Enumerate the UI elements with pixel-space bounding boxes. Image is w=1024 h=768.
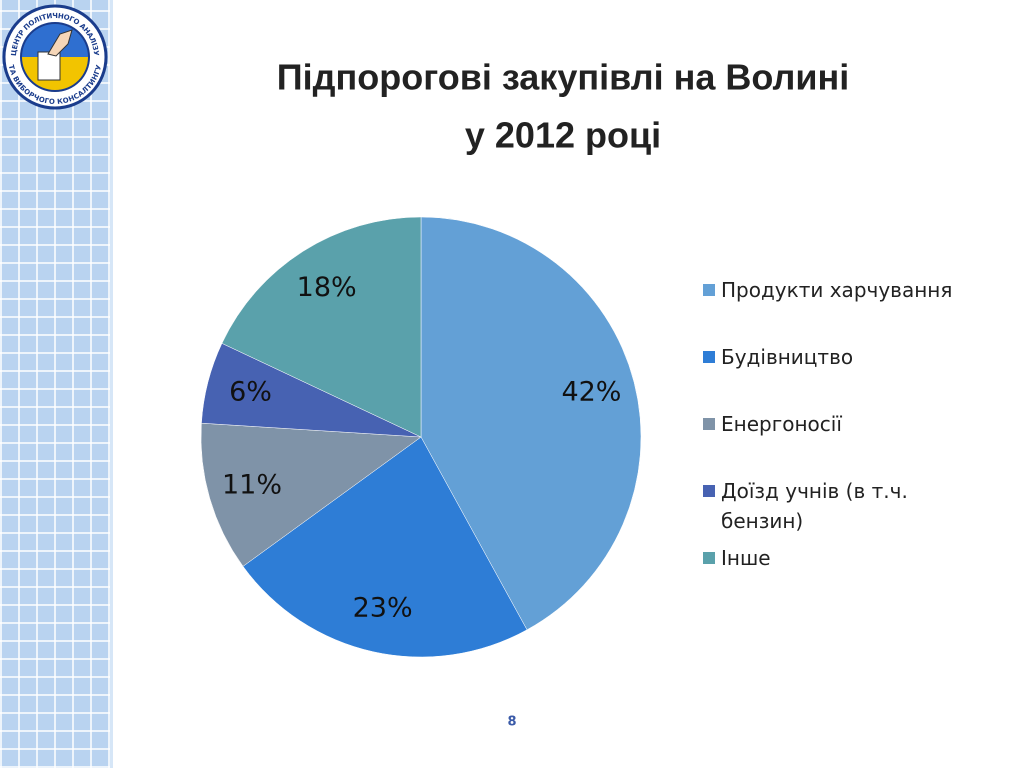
legend-item: Будівництво xyxy=(703,342,973,372)
legend-item: Енергоносії xyxy=(703,409,973,439)
legend-label: Будівництво xyxy=(721,345,854,369)
pie-slice xyxy=(221,216,422,438)
chart-title: у 2012 році xyxy=(465,115,661,156)
data-label: 23% xyxy=(353,592,413,623)
data-label: 42% xyxy=(561,377,621,408)
legend-label: Інше xyxy=(721,546,771,570)
legend-item: Продукти харчування xyxy=(703,275,973,305)
legend-item: Інше xyxy=(703,543,973,573)
pie-slice xyxy=(242,436,528,658)
pie-slice xyxy=(200,422,422,567)
legend-swatch xyxy=(703,485,715,497)
legend-label: Енергоносії xyxy=(721,412,842,436)
chart-title: Підпорогові закупівлі на Волині xyxy=(277,57,849,98)
data-label: 18% xyxy=(297,272,357,303)
data-label: 11% xyxy=(222,470,282,501)
legend-label: Продукти харчування xyxy=(721,278,953,302)
legend-swatch xyxy=(703,552,715,564)
legend-swatch xyxy=(703,351,715,363)
side-strip xyxy=(0,0,113,768)
page-number: 8 xyxy=(507,715,516,730)
data-label: 6% xyxy=(229,377,272,408)
legend-label: Доїзд учнів (в т.ч. бензин) xyxy=(721,479,908,533)
legend-swatch xyxy=(703,418,715,430)
logo: ЦЕНТР ПОЛІТИЧНОГО АНАЛІЗУ ТА ВИБОРЧОГО К… xyxy=(2,4,108,110)
pie-slice xyxy=(420,216,642,631)
legend-swatch xyxy=(703,284,715,296)
legend-item: Доїзд учнів (в т.ч. бензин) xyxy=(703,476,973,536)
